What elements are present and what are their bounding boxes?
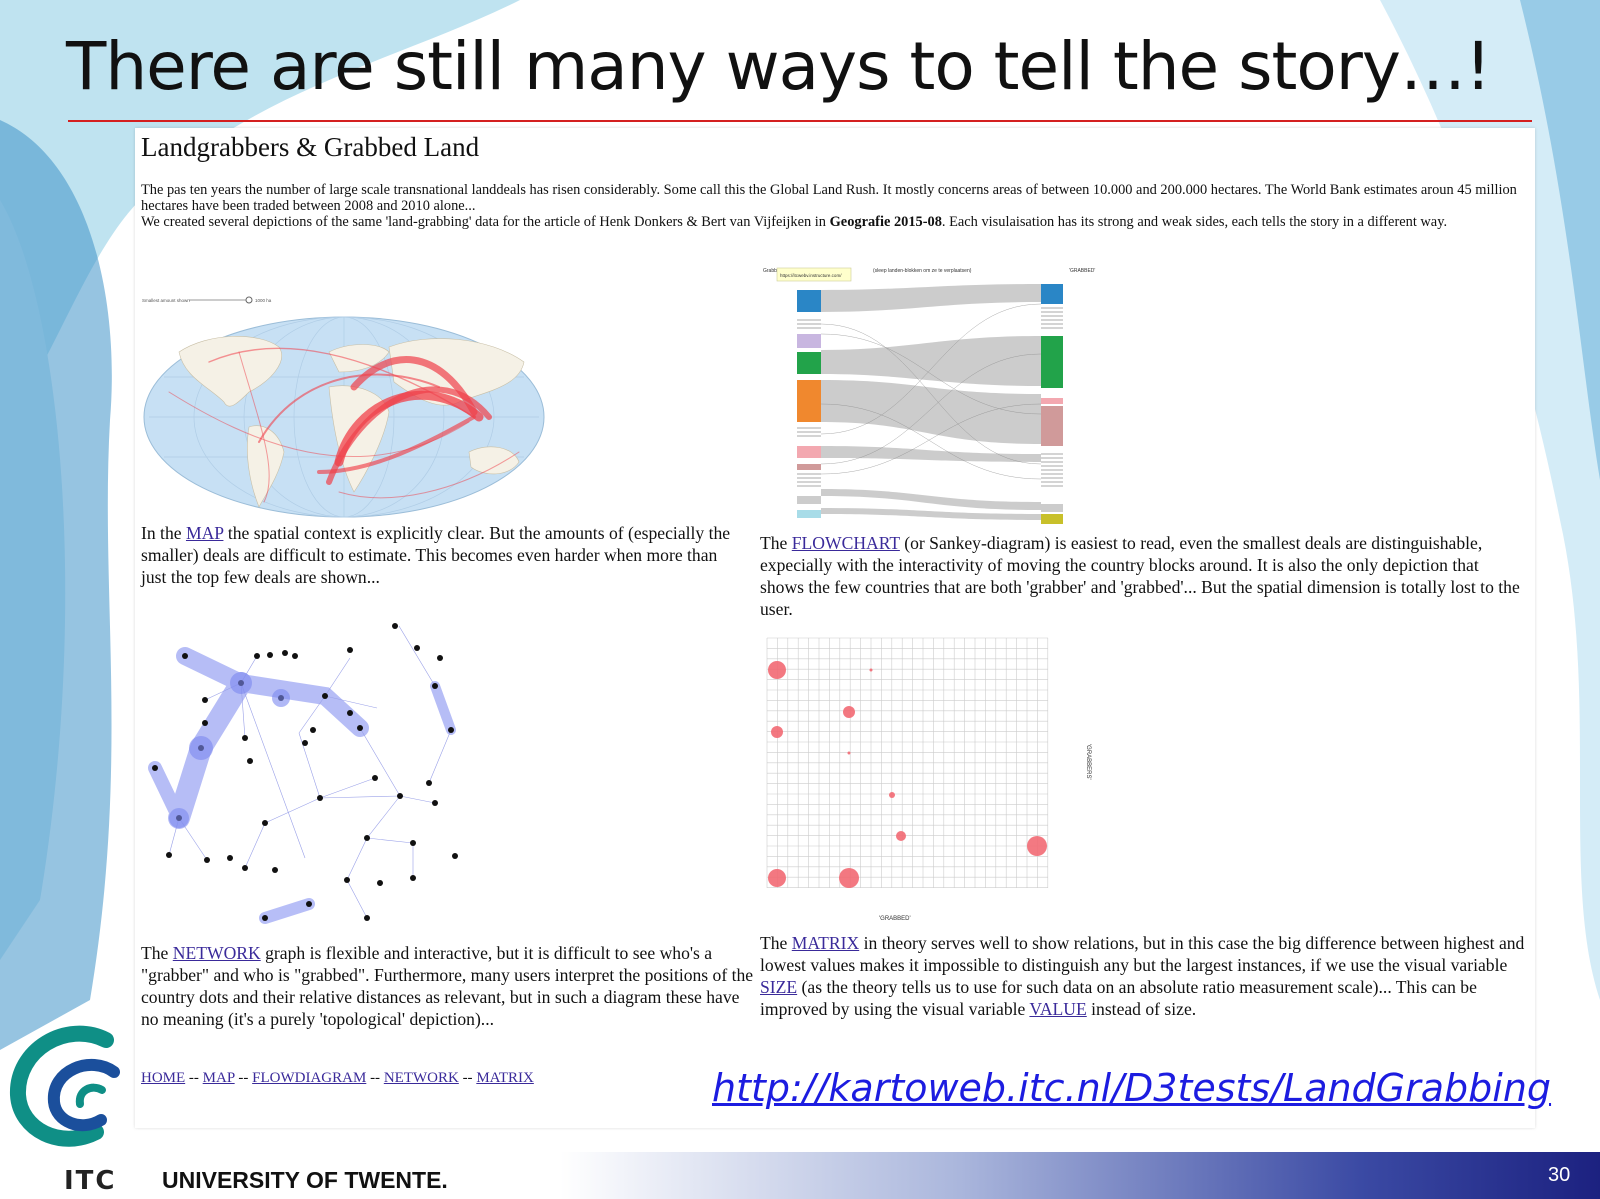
nav-network-link[interactable]: NETWORK [383, 1070, 459, 1086]
matrix-xlabel: 'GRABBED' [879, 916, 911, 922]
nav-separator: -- [462, 1070, 473, 1086]
value-link[interactable]: VALUE [1029, 999, 1087, 1019]
nav-flow-link[interactable]: FLOWDIAGRAM [252, 1070, 367, 1086]
matrix-dot [889, 792, 895, 798]
flow-header-mid: (sleep landen-blokken om ze te verplaats… [873, 268, 972, 274]
map-visualisation[interactable]: Smallest amount shown 1000 ha [139, 292, 549, 522]
footer-bar [0, 1152, 1600, 1199]
map-slider-label: Smallest amount shown [142, 298, 190, 303]
nav-map-link[interactable]: MAP [202, 1070, 235, 1086]
map-link[interactable]: MAP [185, 523, 224, 543]
matrix-dot [896, 831, 906, 841]
matrix-dot [843, 706, 855, 718]
matrix-dot [768, 661, 786, 679]
itc-logo-icon [10, 1025, 120, 1147]
title-rule [68, 120, 1532, 122]
flow-tooltip: https://itcwebv.instructure.com/ [780, 273, 842, 278]
nav-home-link[interactable]: HOME [141, 1070, 186, 1086]
matrix-link[interactable]: MATRIX [791, 933, 860, 953]
matrix-ylabel: 'GRABBERS' [1085, 744, 1091, 780]
intro-paragraph-2: We created several depictions of the sam… [141, 214, 1448, 230]
matrix-visualisation[interactable]: 'GRABBERS' 'GRABBED' [761, 634, 1106, 924]
journal-name: Geografie 2015-08 [829, 214, 942, 230]
matrix-dot [1027, 836, 1047, 856]
itc-wordmark: ITC [64, 1166, 117, 1196]
page-number: 30 [1548, 1164, 1571, 1186]
map-slider-value: 1000 ha [255, 298, 272, 303]
university-name: UNIVERSITY OF TWENTE. [162, 1167, 448, 1193]
matrix-dot [768, 869, 786, 887]
network-link[interactable]: NETWORK [172, 943, 261, 963]
website-url-link[interactable]: http://kartoweb.itc.nl/D3tests/LandGrabb… [712, 1066, 1552, 1110]
webpage-screenshot: Landgrabbers & Grabbed Land The pas ten … [135, 128, 1535, 1128]
matrix-dot [839, 868, 859, 888]
nav-separator: -- [370, 1070, 381, 1086]
flow-header-left: Grabbers [763, 268, 784, 274]
size-link[interactable]: SIZE [760, 977, 798, 997]
matrix-description: The MATRIX in theory serves well to show… [760, 933, 1525, 1019]
matrix-dot [771, 726, 783, 738]
flow-header-right: 'GRABBED' [1069, 268, 1095, 274]
page-nav: HOME -- MAP -- FLOWDIAGRAM -- NETWORK --… [141, 1070, 534, 1087]
flowchart-visualisation[interactable]: Grabbers (sleep landen-blokken om ze te … [761, 264, 1106, 524]
network-visualisation[interactable] [145, 618, 505, 938]
slide-title: There are still many ways to tell the st… [66, 28, 1491, 105]
nav-separator: -- [238, 1070, 249, 1086]
intro-paragraph-1: The pas ten years the number of large sc… [141, 182, 1517, 214]
page-heading: Landgrabbers & Grabbed Land [141, 132, 480, 162]
network-description: The NETWORK graph is flexible and intera… [141, 943, 754, 1029]
nav-matrix-link[interactable]: MATRIX [476, 1070, 534, 1086]
nav-separator: -- [188, 1070, 199, 1086]
matrix-dot [847, 751, 851, 755]
flowchart-link[interactable]: FLOWCHART [791, 533, 900, 553]
matrix-dot [869, 668, 873, 672]
flowchart-description: The FLOWCHART (or Sankey-diagram) is eas… [760, 533, 1520, 619]
map-description: In the MAP the spatial context is explic… [141, 523, 731, 587]
intro-text: The pas ten years the number of large sc… [141, 182, 1531, 230]
